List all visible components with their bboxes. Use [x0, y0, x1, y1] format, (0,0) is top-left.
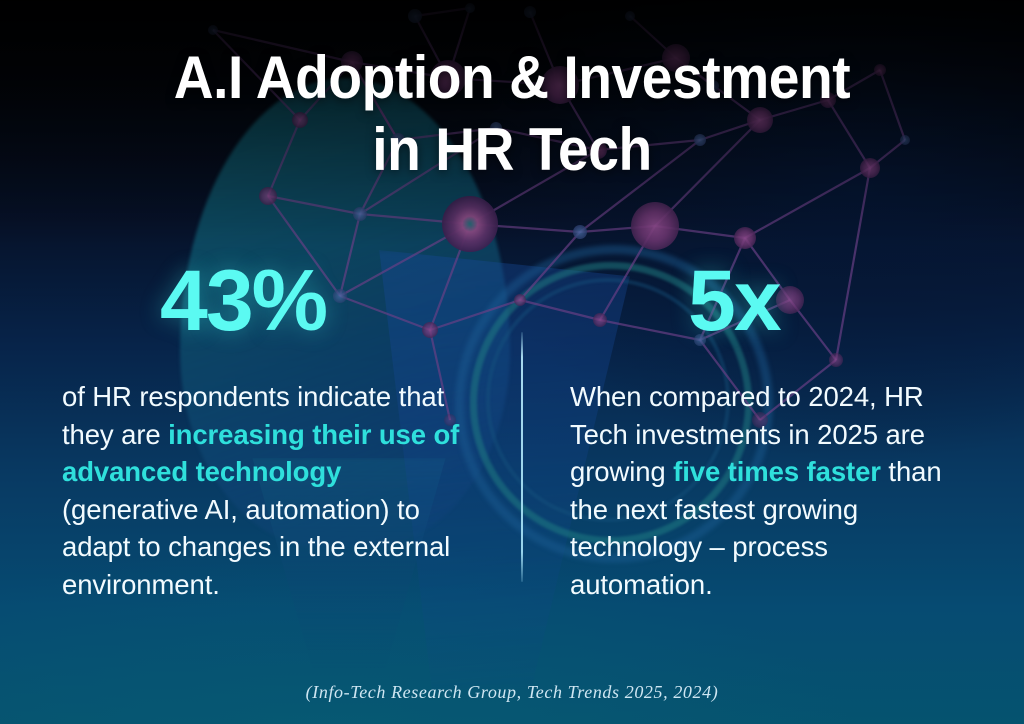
page-title: A.I Adoption & Investment in HR Tech: [0, 42, 1024, 186]
stat-description-right: When compared to 2024, HR Tech investmen…: [570, 378, 970, 603]
source-citation: (Info-Tech Research Group, Tech Trends 2…: [305, 682, 719, 702]
right-text-pre: When compared to 2024, HR Tech investmen…: [570, 381, 925, 487]
right-text-post: than the next fastest growing technology…: [570, 456, 942, 600]
left-text-highlight: increasing their use of advanced technol…: [62, 418, 460, 488]
right-text-highlight: five times faster: [673, 456, 881, 487]
vertical-divider-line: [521, 332, 523, 582]
title-line-2: in HR Tech: [372, 116, 652, 183]
title-line-1: A.I Adoption & Investment: [173, 44, 851, 111]
stat-value-right: 5x: [688, 253, 782, 349]
stat-description-left: of HR respondents indicate that they are…: [62, 378, 482, 603]
left-text-pre: of HR respondents indicate that they are: [62, 381, 445, 450]
left-text-post: (generative AI, automation) to adapt to …: [62, 493, 451, 600]
stat-value-left: 43%: [160, 253, 328, 349]
